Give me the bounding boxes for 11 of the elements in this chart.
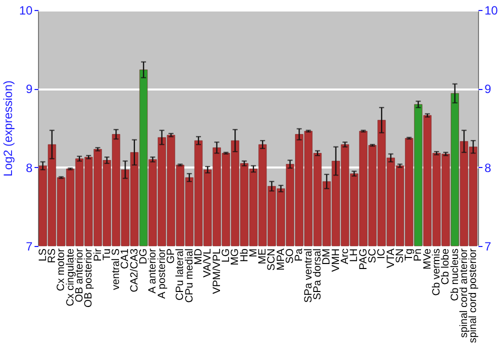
y-tick-label: 8	[26, 160, 33, 175]
y2-tick-label: 10	[484, 4, 498, 18]
x-tick-label: Pa	[293, 248, 306, 262]
y2-tick-label: 9	[484, 82, 492, 96]
y-tick-label: 7	[26, 240, 33, 254]
y-tick-label: 10	[19, 4, 33, 18]
y2-tick-label: 7	[484, 240, 492, 254]
y2-tick-label: 8	[484, 160, 492, 175]
y-axis-title: Log2 (expression)	[1, 80, 16, 177]
y-tick-label: 9	[26, 82, 33, 96]
x-tick-label: spinal cord posterior	[467, 248, 480, 344]
